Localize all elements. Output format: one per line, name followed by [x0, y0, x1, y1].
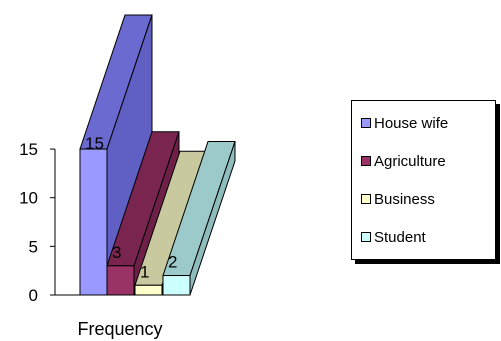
legend-label-business: Business: [374, 190, 435, 208]
legend-item-house-wife: House wife: [361, 113, 448, 133]
legend-swatch-business: [361, 194, 371, 204]
legend-label-agriculture: Agriculture: [374, 152, 446, 170]
data-label-student: 2: [168, 253, 177, 272]
legend-item-business: Business: [361, 189, 435, 209]
bar-front-house-wife: [79, 148, 108, 296]
data-label-agriculture: 3: [112, 243, 121, 262]
bar-front-business: [134, 284, 163, 296]
chart-legend: House wife Agriculture Business Student: [351, 100, 496, 260]
legend-label-house-wife: House wife: [374, 114, 449, 132]
bar-front-agriculture: [106, 265, 135, 296]
legend-item-student: Student: [361, 227, 426, 247]
data-label-business: 1: [140, 262, 149, 281]
data-label-house-wife: 15: [85, 134, 104, 153]
legend-item-agriculture: Agriculture: [361, 151, 446, 171]
legend-swatch-agriculture: [361, 156, 371, 166]
legend-swatch-student: [361, 232, 371, 242]
y-tick-label-10: 10: [19, 189, 38, 208]
x-category-label: Frequency: [77, 319, 162, 339]
y-tick-label-5: 5: [29, 237, 38, 256]
bar-front-student: [162, 275, 191, 296]
y-tick-label-0: 0: [29, 286, 38, 305]
legend-swatch-house-wife: [361, 118, 371, 128]
y-tick-label-15: 15: [19, 140, 38, 159]
legend-label-student: Student: [374, 228, 426, 246]
